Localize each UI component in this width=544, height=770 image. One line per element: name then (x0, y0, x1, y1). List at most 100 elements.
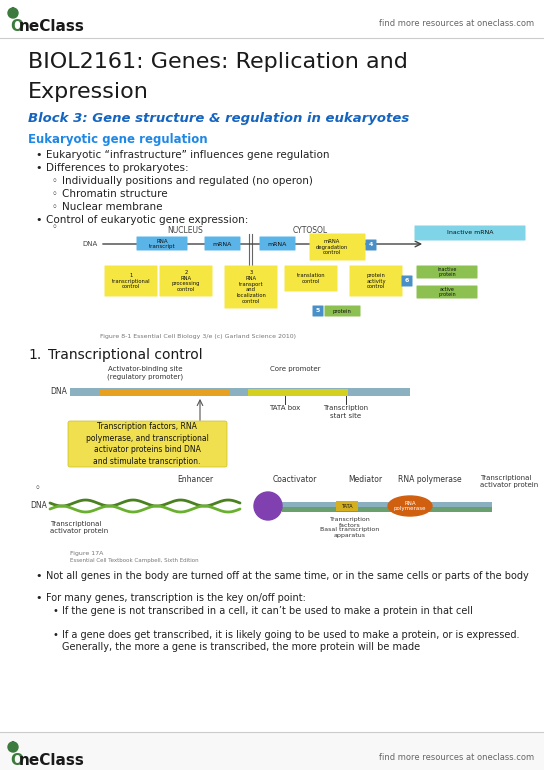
Text: 6: 6 (405, 279, 409, 283)
Text: BIOL2161: Genes: Replication and: BIOL2161: Genes: Replication and (28, 52, 408, 72)
Text: RNA
polymerase: RNA polymerase (394, 500, 426, 511)
Circle shape (254, 492, 282, 520)
Text: active
protein: active protein (438, 286, 456, 297)
Text: translation
control: translation control (296, 273, 325, 284)
Text: inactive
protein: inactive protein (437, 266, 456, 277)
Text: find more resources at oneclass.com: find more resources at oneclass.com (379, 753, 534, 762)
Bar (100, 389, 230, 396)
Text: Transcriptional control: Transcriptional control (48, 348, 202, 362)
Text: ◦: ◦ (52, 222, 58, 232)
Text: TATA: TATA (341, 504, 353, 508)
Text: RNA
transcript: RNA transcript (149, 239, 175, 249)
Text: •: • (35, 215, 41, 225)
Text: For many genes, transcription is the key on/off point:: For many genes, transcription is the key… (46, 593, 306, 603)
Bar (0, 732, 544, 770)
Text: Differences to prokaryotes:: Differences to prokaryotes: (46, 163, 189, 173)
Text: ◦: ◦ (52, 202, 58, 212)
Text: 3
RNA
transport
and
localization
control: 3 RNA transport and localization control (236, 270, 266, 304)
Text: Eukaryotic gene regulation: Eukaryotic gene regulation (28, 133, 208, 146)
Text: Enhancer: Enhancer (177, 475, 213, 484)
FancyBboxPatch shape (349, 266, 403, 296)
Text: DNA: DNA (83, 241, 98, 247)
Text: find more resources at oneclass.com: find more resources at oneclass.com (379, 19, 534, 28)
Text: Transcription factors, RNA
polymerase, and transcriptional
activator proteins bi: Transcription factors, RNA polymerase, a… (85, 422, 208, 466)
Text: If the gene is not transcribed in a cell, it can’t be used to make a protein in : If the gene is not transcribed in a cell… (62, 606, 473, 616)
Text: ◦: ◦ (52, 176, 58, 186)
Text: Expression: Expression (28, 82, 149, 102)
Text: TATA box: TATA box (269, 405, 301, 411)
Circle shape (8, 8, 18, 18)
FancyBboxPatch shape (417, 286, 478, 299)
FancyBboxPatch shape (417, 266, 478, 279)
FancyBboxPatch shape (415, 226, 526, 240)
Text: Activator-binding site
(regulatory promoter): Activator-binding site (regulatory promo… (107, 366, 183, 380)
Text: Mediator: Mediator (348, 475, 382, 484)
Text: mRNA: mRNA (212, 242, 232, 246)
Text: •: • (35, 150, 41, 160)
Text: CYTOSOL: CYTOSOL (293, 226, 327, 235)
Text: Essential Cell Textbook Campbell, Sixth Edition: Essential Cell Textbook Campbell, Sixth … (70, 558, 199, 563)
FancyBboxPatch shape (310, 233, 366, 260)
Text: Eukaryotic “infrastructure” influences gene regulation: Eukaryotic “infrastructure” influences g… (46, 150, 330, 160)
Text: •: • (35, 163, 41, 173)
FancyBboxPatch shape (104, 266, 158, 296)
Text: mRNA
degradation
control: mRNA degradation control (316, 239, 348, 256)
FancyBboxPatch shape (325, 306, 361, 316)
FancyBboxPatch shape (312, 306, 324, 316)
Text: 1.: 1. (28, 348, 41, 362)
Text: Inactive mRNA: Inactive mRNA (447, 230, 493, 236)
Text: Core promoter: Core promoter (270, 366, 320, 372)
Text: If a gene does get transcribed, it is likely going to be used to make a protein,: If a gene does get transcribed, it is li… (62, 630, 520, 651)
Text: O: O (10, 19, 23, 34)
Text: ◦: ◦ (52, 189, 58, 199)
Text: 5: 5 (316, 309, 320, 313)
Text: Transcription
factors: Transcription factors (330, 517, 370, 527)
FancyBboxPatch shape (68, 421, 227, 467)
Text: Transcription
start site: Transcription start site (324, 405, 369, 419)
Bar (282, 507, 492, 512)
Text: Not all genes in the body are turned off at the same time, or in the same cells : Not all genes in the body are turned off… (46, 571, 529, 581)
FancyBboxPatch shape (205, 236, 240, 250)
Text: •: • (35, 571, 41, 581)
FancyBboxPatch shape (366, 239, 376, 250)
Text: DNA: DNA (50, 387, 67, 397)
FancyBboxPatch shape (137, 236, 188, 250)
Text: RNA polymerase: RNA polymerase (398, 475, 462, 484)
Text: protein
activity
control: protein activity control (366, 273, 386, 290)
Text: DNA: DNA (30, 501, 47, 511)
Text: •: • (52, 630, 58, 640)
Text: neClass: neClass (19, 753, 85, 768)
Text: 2
RNA
processing
control: 2 RNA processing control (172, 270, 200, 292)
Text: neClass: neClass (19, 19, 85, 34)
Text: Transcriptional
activator protein: Transcriptional activator protein (480, 475, 538, 488)
Text: O: O (10, 753, 23, 768)
Bar (336, 501, 358, 511)
Text: mRNA: mRNA (267, 242, 287, 246)
Text: Figure 8-1 Essential Cell Biology 3/e (c) Garland Science 2010): Figure 8-1 Essential Cell Biology 3/e (c… (100, 334, 296, 339)
Text: protein: protein (332, 309, 351, 313)
FancyBboxPatch shape (159, 266, 213, 296)
Text: Nuclear membrane: Nuclear membrane (62, 202, 163, 212)
Text: •: • (35, 593, 41, 603)
FancyBboxPatch shape (225, 266, 277, 309)
Bar (248, 389, 348, 396)
Text: 4: 4 (369, 243, 373, 247)
Text: Coactivator: Coactivator (273, 475, 317, 484)
Text: Control of eukaryotic gene expression:: Control of eukaryotic gene expression: (46, 215, 249, 225)
Circle shape (8, 742, 18, 752)
Text: Transcriptional
activator protein: Transcriptional activator protein (50, 521, 108, 534)
Text: Basal transcription
apparatus: Basal transcription apparatus (320, 527, 380, 537)
Text: Chromatin structure: Chromatin structure (62, 189, 168, 199)
Bar (282, 502, 492, 507)
Text: •: • (52, 606, 58, 616)
FancyBboxPatch shape (259, 236, 295, 250)
Text: Block 3: Gene structure & regulation in eukaryotes: Block 3: Gene structure & regulation in … (28, 112, 409, 125)
Ellipse shape (388, 496, 432, 516)
Text: 1
transcriptional
control: 1 transcriptional control (112, 273, 150, 290)
Text: ◦: ◦ (35, 483, 41, 493)
Bar (70, 388, 410, 396)
Text: Individually positions and regulated (no operon): Individually positions and regulated (no… (62, 176, 313, 186)
Bar (0, 0, 544, 38)
Text: NUCLEUS: NUCLEUS (167, 226, 203, 235)
FancyBboxPatch shape (401, 276, 412, 286)
